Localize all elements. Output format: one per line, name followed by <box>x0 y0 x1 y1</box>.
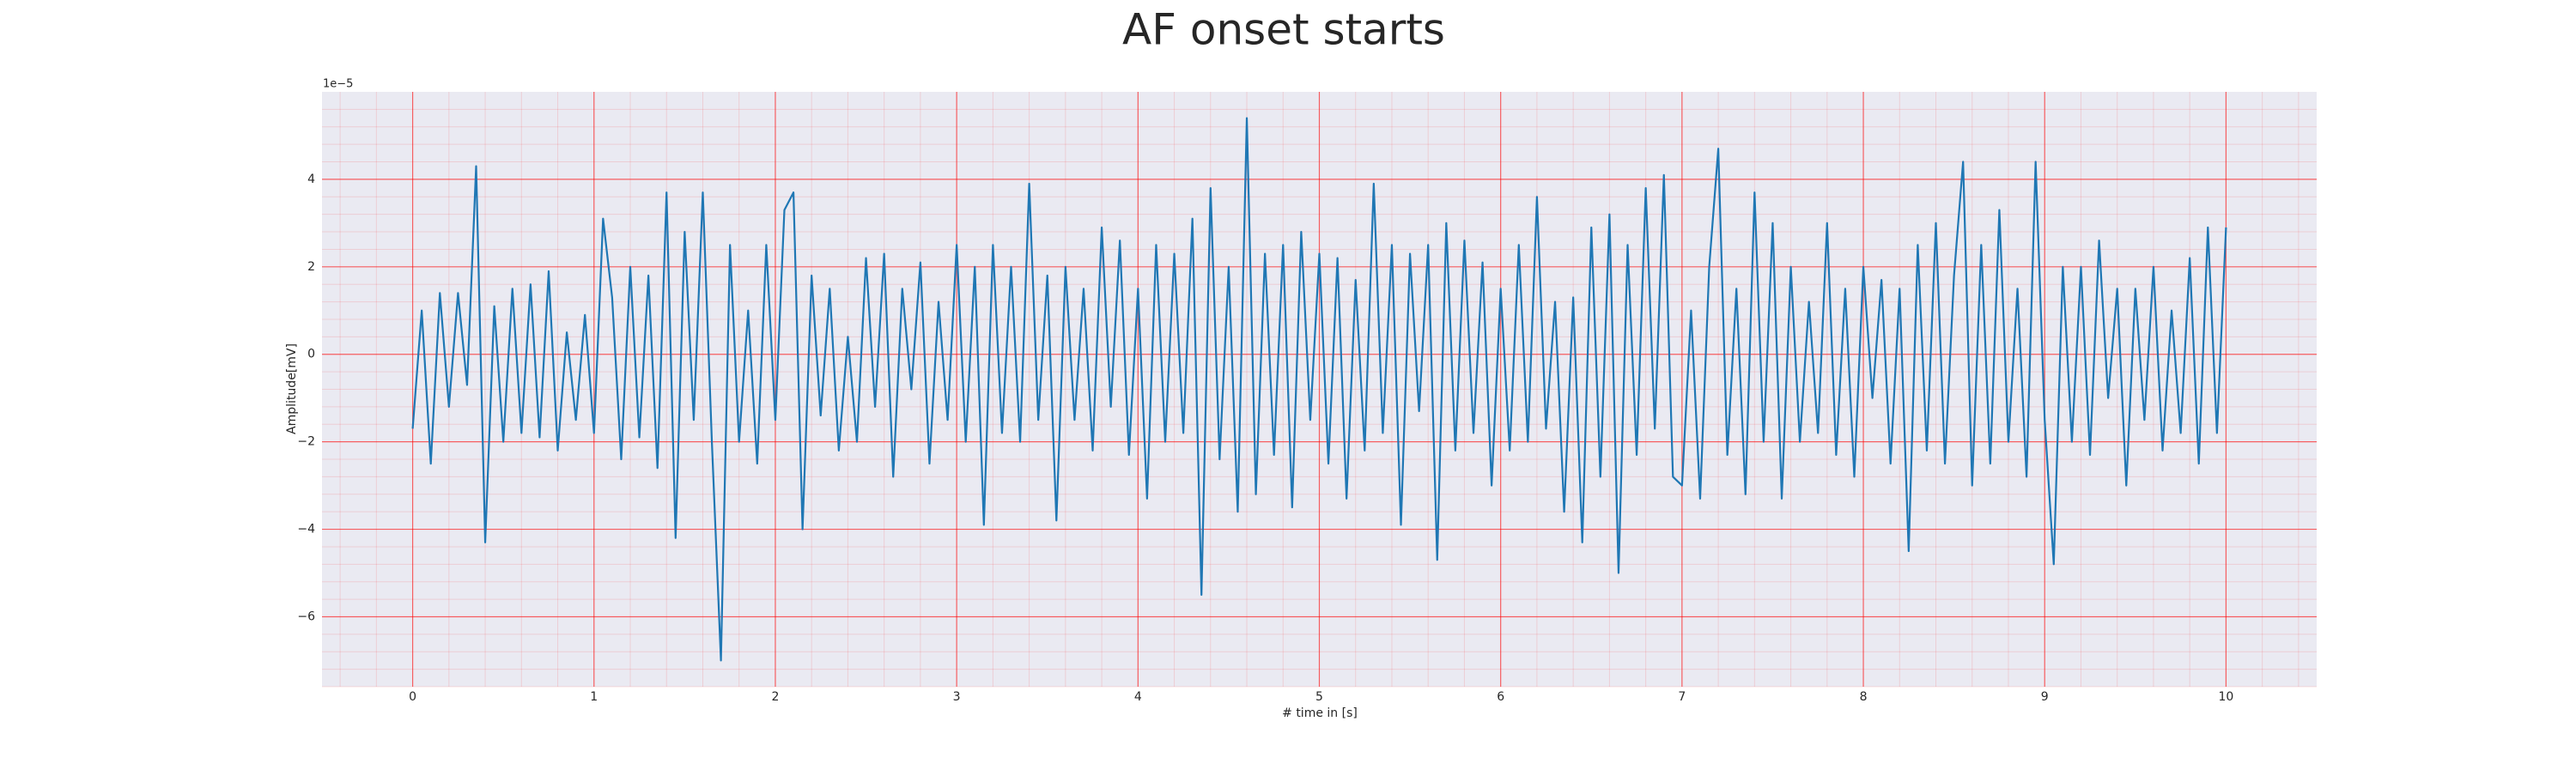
x-tick-label: 7 <box>1678 690 1686 704</box>
line <box>411 117 2227 662</box>
y-tick-label: 0 <box>307 348 315 361</box>
y-offset-label: 1e−5 <box>323 78 353 91</box>
x-tick-label: 8 <box>1860 690 1868 704</box>
y-tick-label: 4 <box>307 173 315 186</box>
x-tick-label: 10 <box>2218 690 2233 704</box>
x-tick-label: 9 <box>2041 690 2049 704</box>
x-tick-label: 6 <box>1497 690 1504 704</box>
chart-title: AF onset starts <box>1122 5 1445 55</box>
x-tick-label: 1 <box>590 690 598 704</box>
y-axis-label: Amplitude[mV] <box>285 343 299 434</box>
x-tick-label: 0 <box>409 690 416 704</box>
y-tick-label: −6 <box>297 609 315 623</box>
x-tick-label: 4 <box>1134 690 1142 704</box>
x-tick-label: 3 <box>953 690 961 704</box>
x-tick-label: 2 <box>771 690 779 704</box>
y-tick-label: 2 <box>307 260 315 274</box>
x-axis-label: # time in [s] <box>1282 706 1358 720</box>
y-tick-label: −2 <box>297 435 315 449</box>
x-tick-label: 5 <box>1315 690 1323 704</box>
y-tick-label: −4 <box>297 523 315 537</box>
